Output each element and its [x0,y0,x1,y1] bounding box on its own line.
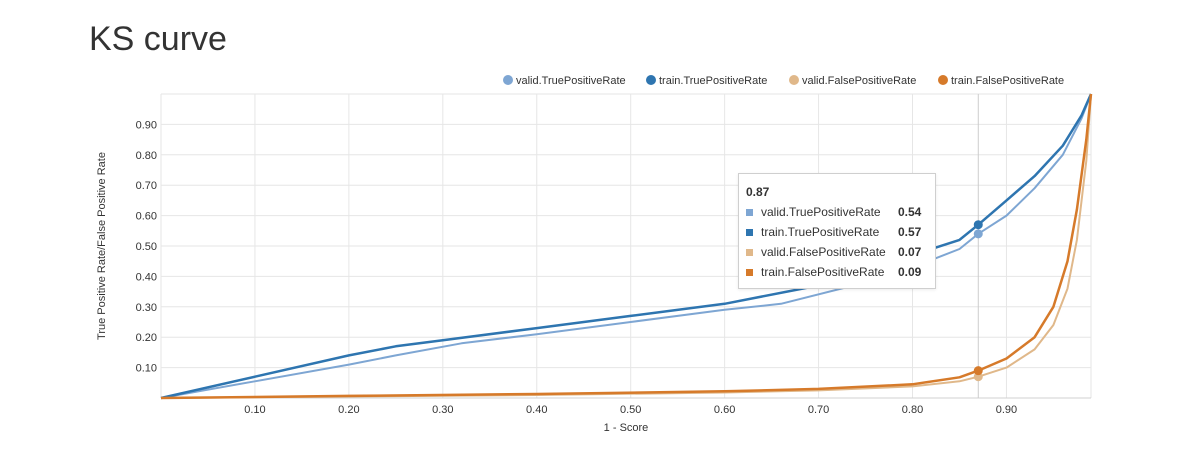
hover-markers [973,220,983,382]
x-tick-label: 0.30 [432,404,453,416]
x-tick-label: 0.20 [338,404,359,416]
y-tick-label: 0.90 [136,119,157,131]
tooltip-series-value: 0.07 [898,245,922,259]
x-tick-label: 0.70 [808,404,829,416]
y-tick-label: 0.20 [136,332,157,344]
legend-label: valid.TruePositiveRate [516,75,626,87]
y-tick-label: 0.50 [136,241,157,253]
legend-label: train.TruePositiveRate [659,75,767,87]
tooltip-series-value: 0.57 [898,225,922,239]
x-tick-label: 0.80 [902,404,923,416]
series-line-valid-truepositiverate [160,93,1092,399]
tooltip-swatch [746,228,753,236]
x-tick-label: 0.10 [244,404,265,416]
y-axis-title: True Positive Rate/False Positive Rate [96,152,108,340]
legend-swatch [789,75,799,85]
chart-tooltip: 0.87 valid.TruePositiveRate 0.54 train.T… [738,173,936,289]
tooltip-swatch [746,248,753,256]
x-axis-title: 1 - Score [604,422,649,434]
tooltip-series-name: valid.TruePositiveRate [761,205,881,219]
y-tick-label: 0.40 [136,271,157,283]
y-tick-label: 0.70 [136,180,157,192]
chart-title: KS curve [89,20,227,58]
legend-swatch [646,75,656,85]
x-tick-label: 0.60 [714,404,735,416]
tooltip-row: train.FalsePositiveRate 0.09 [746,265,921,279]
legend-swatch [938,75,948,85]
tooltip-row: train.TruePositiveRate 0.57 [746,225,921,239]
tooltip-row: valid.TruePositiveRate 0.54 [746,205,921,219]
legend-item: train.FalsePositiveRate [938,75,1064,87]
hover-point-train-truepositiverate [973,220,983,230]
tooltip-series-name: train.FalsePositiveRate [761,265,885,279]
x-tick-label: 0.40 [526,404,547,416]
grid-layer [160,93,1092,399]
y-tick-label: 0.80 [136,150,157,162]
hover-point-train-falsepositiverate [973,366,983,376]
tooltip-swatch [746,268,753,276]
tooltip-series-name: train.TruePositiveRate [761,225,880,239]
x-tick-label: 0.50 [620,404,641,416]
legend-label: train.FalsePositiveRate [951,75,1064,87]
legend-item: valid.TruePositiveRate [503,75,626,87]
axis-layer: 0.10 0.20 0.30 0.40 0.50 0.60 0.70 0.80 0.90 0.10… [96,119,1017,434]
hover-point-valid-truepositiverate [973,229,983,239]
tooltip-swatch [746,208,753,216]
tooltip-series-value: 0.09 [898,265,922,279]
legend: valid.TruePositiveRate train.TruePositive… [503,75,1064,87]
y-tick-label: 0.10 [136,363,157,375]
tooltip-x-value: 0.87 [746,185,770,199]
x-tick-label: 0.90 [996,404,1017,416]
legend-item: train.TruePositiveRate [646,75,767,87]
y-tick-label: 0.30 [136,302,157,314]
tooltip-row: valid.FalsePositiveRate 0.07 [746,245,921,259]
legend-label: valid.FalsePositiveRate [802,75,916,87]
tooltip-series-name: valid.FalsePositiveRate [761,245,886,259]
legend-swatch [503,75,513,85]
legend-item: valid.FalsePositiveRate [789,75,916,87]
y-tick-label: 0.60 [136,211,157,223]
tooltip-series-value: 0.54 [898,205,922,219]
